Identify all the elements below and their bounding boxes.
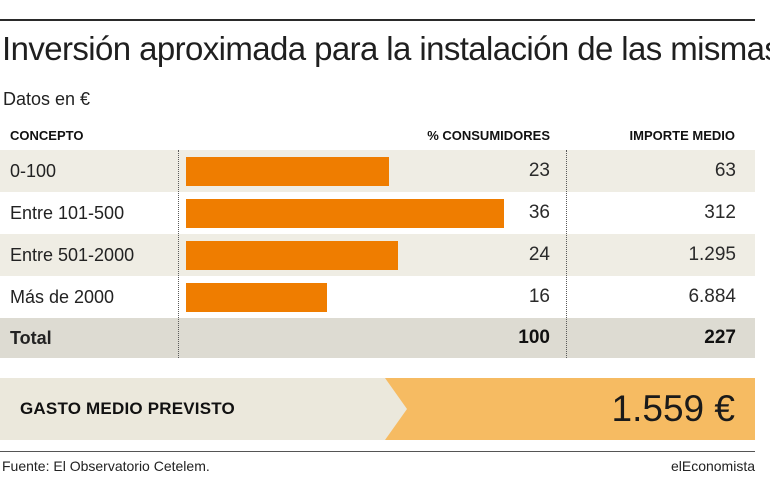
row-importe: 63 bbox=[714, 160, 736, 181]
row-importe: 312 bbox=[704, 202, 736, 223]
total-consumidores: 100 bbox=[518, 327, 550, 348]
row-label: Más de 2000 bbox=[10, 287, 115, 307]
header-importe: IMPORTE MEDIO bbox=[629, 128, 735, 143]
chart-subtitle: Datos en € bbox=[3, 89, 91, 109]
chart-title: Inversión aproximada para la instalación… bbox=[2, 30, 770, 67]
table-row: Entre 101-500 36 312 bbox=[0, 192, 755, 234]
row-consumidores: 16 bbox=[528, 286, 550, 307]
total-importe: 227 bbox=[704, 327, 736, 348]
source-note: Fuente: El Observatorio Cetelem. bbox=[2, 458, 210, 474]
row-label: 0-100 bbox=[10, 161, 57, 181]
bar bbox=[186, 199, 504, 228]
table-row: 0-100 23 63 bbox=[0, 150, 755, 192]
row-consumidores: 23 bbox=[528, 160, 550, 181]
row-importe: 1.295 bbox=[688, 244, 736, 265]
table-row: Entre 501-2000 24 1.295 bbox=[0, 234, 755, 276]
bottom-rule bbox=[0, 451, 755, 452]
row-label: Entre 101-500 bbox=[10, 203, 125, 223]
header-concepto: CONCEPTO bbox=[10, 128, 84, 143]
bar bbox=[186, 157, 389, 186]
bar bbox=[186, 283, 327, 312]
column-divider bbox=[178, 150, 179, 358]
total-row: Total 100 227 bbox=[0, 318, 755, 358]
data-table: 0-100 23 63 Entre 101-500 36 312 Entre 501-200… bbox=[0, 150, 755, 358]
bar bbox=[186, 241, 398, 270]
brand-logo: elEconomista bbox=[670, 458, 755, 474]
header-consumidores: % CONSUMIDORES bbox=[427, 128, 550, 143]
summary-value: 1.559 € bbox=[611, 388, 735, 429]
top-rule bbox=[0, 19, 755, 21]
row-consumidores: 24 bbox=[528, 244, 550, 265]
summary-label: GASTO MEDIO PREVISTO bbox=[20, 399, 235, 418]
column-divider bbox=[566, 150, 567, 358]
summary-box: GASTO MEDIO PREVISTO 1.559 € bbox=[0, 378, 755, 440]
row-label: Entre 501-2000 bbox=[10, 245, 135, 265]
row-consumidores: 36 bbox=[528, 202, 550, 223]
summary-arrow-band bbox=[385, 378, 755, 440]
table-row: Más de 2000 16 6.884 bbox=[0, 276, 755, 318]
total-label: Total bbox=[10, 328, 52, 348]
row-importe: 6.884 bbox=[688, 286, 736, 307]
